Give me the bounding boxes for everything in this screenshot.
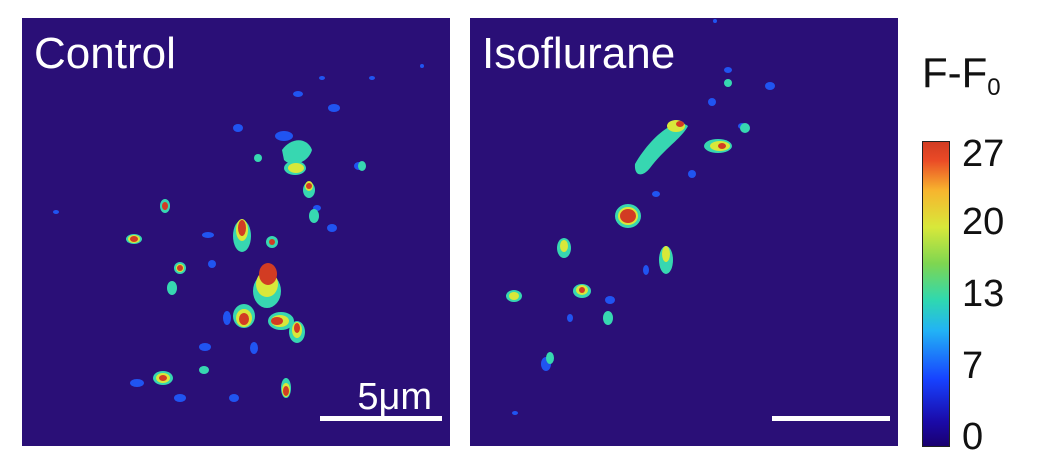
colorbar-title-main: F-F bbox=[922, 49, 988, 96]
colorbar-tick-27: 27 bbox=[962, 133, 1005, 175]
isoflurane-fluorescence-image bbox=[506, 19, 775, 415]
colorbar bbox=[922, 141, 950, 447]
colorbar-title: F-F0 bbox=[922, 52, 1001, 100]
colorbar-tick-13: 13 bbox=[962, 273, 1005, 315]
scale-bar-label: 5μm bbox=[357, 376, 432, 418]
control-panel-label: Control bbox=[34, 29, 176, 78]
control-image-panel: Control 5μm bbox=[22, 18, 450, 446]
isoflurane-image-panel: Isoflurane bbox=[470, 18, 898, 446]
colorbar-tick-20: 20 bbox=[962, 201, 1005, 243]
colorbar-tick-0: 0 bbox=[962, 416, 984, 458]
isoflurane-scale-bar bbox=[772, 416, 890, 421]
isoflurane-panel-label: Isoflurane bbox=[482, 29, 676, 78]
colorbar-title-subscript: 0 bbox=[987, 74, 1001, 101]
control-fluorescence-image bbox=[53, 64, 424, 402]
control-scale-bar bbox=[320, 416, 442, 421]
colorbar-tick-7: 7 bbox=[962, 345, 984, 387]
